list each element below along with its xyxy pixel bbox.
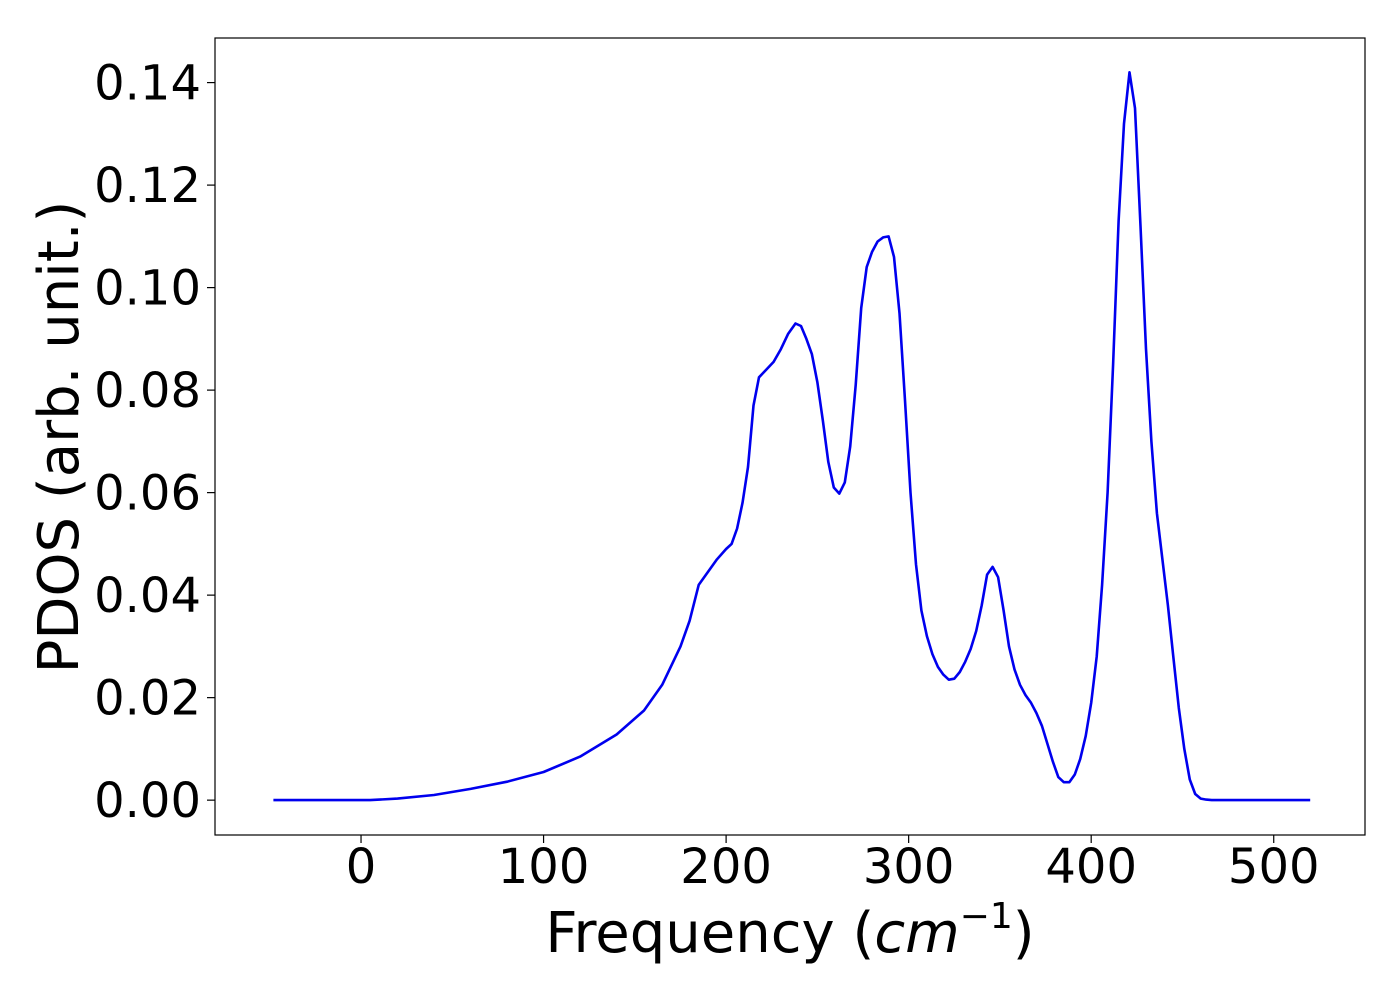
x-axis-label: Frequency (cm−1) xyxy=(545,896,1034,966)
x-tick-label: 0 xyxy=(346,839,377,895)
x-tick-label: 300 xyxy=(863,839,955,895)
y-tick-label: 0.10 xyxy=(94,261,201,317)
plot-area xyxy=(273,71,1311,802)
x-axis-ticks: 0 100 200 300 400 500 xyxy=(346,835,1320,895)
pdos-series-line xyxy=(273,71,1311,802)
x-tick-label: 200 xyxy=(680,839,772,895)
y-tick-label: 0.04 xyxy=(94,568,201,624)
plot-frame xyxy=(214,37,1366,836)
y-tick-label: 0.14 xyxy=(94,56,201,112)
x-tick-label: 400 xyxy=(1045,839,1137,895)
x-axis-label-exponent: −1 xyxy=(960,896,1013,937)
x-tick-label: 100 xyxy=(498,839,590,895)
y-axis-label: PDOS (arb. unit.) xyxy=(27,201,92,674)
x-axis-label-close: ) xyxy=(1013,901,1035,966)
y-tick-label: 0.02 xyxy=(94,671,201,727)
x-axis-label-main: Frequency ( xyxy=(545,901,874,966)
y-tick-label: 0.12 xyxy=(94,158,201,214)
x-tick-label: 500 xyxy=(1228,839,1320,895)
y-tick-label: 0.06 xyxy=(94,466,201,522)
y-tick-label: 0.08 xyxy=(94,363,201,419)
y-axis-ticks: 0.00 0.02 0.04 0.06 0.08 0.10 0.12 0.14 xyxy=(94,56,215,829)
x-axis-label-unit: cm xyxy=(874,901,959,966)
y-tick-label: 0.00 xyxy=(94,773,201,829)
